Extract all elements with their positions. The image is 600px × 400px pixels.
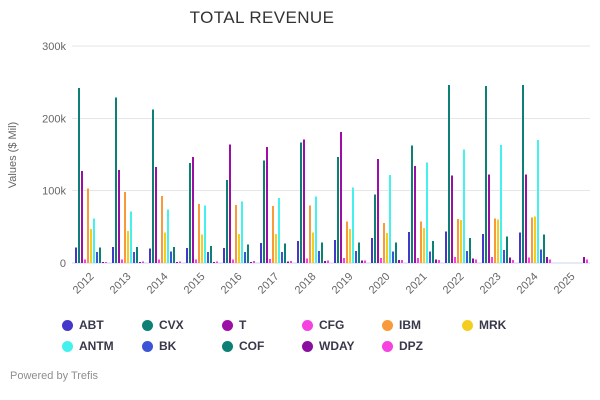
legend-marker-icon xyxy=(222,340,233,352)
y-tick-label: 100k xyxy=(42,186,66,198)
x-tick-label: 2017 xyxy=(256,271,282,297)
series-mrk-bars[interactable] xyxy=(90,216,536,263)
x-tick-label: 2016 xyxy=(219,271,245,297)
legend-label: T xyxy=(239,318,247,332)
legend-label: CVX xyxy=(159,318,184,332)
legend-item-abt[interactable]: ABT xyxy=(62,318,104,332)
y-tick-label: 0 xyxy=(60,258,66,270)
series-ibm-bars[interactable] xyxy=(87,188,533,263)
legend-label: DPZ xyxy=(399,339,423,353)
legend-item-wday[interactable]: WDAY xyxy=(302,339,355,353)
x-tick-label: 2014 xyxy=(145,271,171,297)
x-tick-label: 2012 xyxy=(71,271,97,297)
series-cvx-bars[interactable] xyxy=(78,84,524,264)
legend-marker-icon xyxy=(302,319,313,331)
series-bk-bars[interactable] xyxy=(96,249,542,263)
legend-item-t[interactable]: T xyxy=(222,318,246,332)
x-tick-label: 2018 xyxy=(293,271,319,297)
series-cfg-bars[interactable] xyxy=(84,257,530,263)
x-tick-label: 2013 xyxy=(108,271,134,297)
legend-label: ANTM xyxy=(79,339,114,353)
legend-item-cfg[interactable]: CFG xyxy=(302,318,344,332)
legend-label: ABT xyxy=(79,318,104,332)
x-tick-label: 2021 xyxy=(404,271,430,297)
series-t-bars[interactable] xyxy=(81,131,527,263)
legend-item-cvx[interactable]: CVX xyxy=(142,318,184,332)
x-tick-label: 2024 xyxy=(515,271,541,297)
series-abt-bars[interactable] xyxy=(75,231,521,263)
legend-marker-icon xyxy=(142,340,153,352)
y-tick-label: 300k xyxy=(42,41,66,53)
revenue-bar-chart: 0 100k 200k 300k 2012 2013 2014 2015 2016 2017 201… xyxy=(42,41,590,297)
legend-marker-icon xyxy=(62,319,73,331)
y-tick-label: 200k xyxy=(42,113,66,125)
x-tick-label: 2022 xyxy=(441,271,467,297)
trefis-credit[interactable]: Powered by Trefis xyxy=(10,370,99,382)
legend-label: COF xyxy=(239,339,265,353)
x-tick-label: 2020 xyxy=(367,271,393,297)
legend-item-antm[interactable]: ANTM xyxy=(62,339,114,353)
legend-label: IBM xyxy=(399,318,421,332)
series-cof-bars[interactable] xyxy=(99,234,545,263)
legend-item-bk[interactable]: BK xyxy=(142,339,176,353)
legend-marker-icon xyxy=(382,319,393,331)
x-tick-label: 2023 xyxy=(478,271,504,297)
legend-marker-icon xyxy=(462,319,473,331)
legend-marker-icon xyxy=(142,319,153,331)
legend-label: CFG xyxy=(319,318,345,332)
legend-marker-icon xyxy=(302,340,313,352)
series-antm-bars[interactable] xyxy=(93,139,539,263)
legend-item-cof[interactable]: COF xyxy=(222,339,264,353)
legend-marker-icon xyxy=(382,340,393,352)
series-dpz-bars[interactable] xyxy=(105,259,588,263)
legend-label: BK xyxy=(159,339,177,353)
x-tick-label: 2025 xyxy=(552,271,578,297)
legend-label: MRK xyxy=(479,318,507,332)
legend-item-dpz[interactable]: DPZ xyxy=(382,339,423,353)
x-tick-label: 2019 xyxy=(330,271,356,297)
chart-title: TOTAL REVENUE xyxy=(189,8,335,27)
legend-item-mrk[interactable]: MRK xyxy=(462,318,506,332)
x-tick-label: 2015 xyxy=(182,271,208,297)
legend-item-ibm[interactable]: IBM xyxy=(382,318,421,332)
legend-marker-icon xyxy=(62,340,73,352)
legend-marker-icon xyxy=(222,319,233,331)
series-wday-bars[interactable] xyxy=(102,256,585,263)
legend-label: WDAY xyxy=(319,339,355,353)
